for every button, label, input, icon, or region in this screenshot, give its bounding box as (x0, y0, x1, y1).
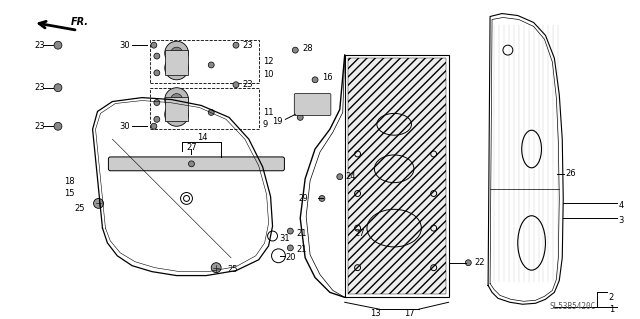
Circle shape (189, 161, 195, 167)
Circle shape (312, 77, 318, 83)
Text: 22: 22 (474, 258, 484, 267)
Circle shape (164, 41, 189, 65)
Circle shape (93, 198, 104, 208)
Circle shape (171, 62, 182, 74)
Text: 3: 3 (619, 216, 624, 225)
FancyBboxPatch shape (294, 94, 331, 115)
Bar (150, 88, 259, 129)
Circle shape (319, 196, 325, 201)
Circle shape (337, 174, 343, 180)
Text: 23: 23 (243, 80, 253, 89)
Text: 28: 28 (302, 44, 313, 53)
Circle shape (171, 108, 182, 120)
Circle shape (465, 260, 471, 266)
Text: 9: 9 (262, 120, 268, 129)
Text: 27: 27 (186, 143, 196, 152)
Text: 27: 27 (355, 228, 365, 238)
Text: SL53B5420C: SL53B5420C (549, 302, 595, 311)
Bar (345, 55, 449, 297)
Text: 21: 21 (296, 245, 307, 254)
Text: 2: 2 (609, 293, 614, 302)
Bar (150, 40, 259, 83)
Circle shape (164, 88, 189, 111)
Circle shape (164, 56, 189, 80)
Circle shape (233, 42, 239, 48)
Text: 25: 25 (74, 204, 84, 213)
Text: 19: 19 (272, 117, 282, 126)
Text: 23: 23 (35, 122, 45, 131)
Text: 23: 23 (35, 41, 45, 50)
Text: 17: 17 (404, 309, 414, 318)
Bar (164, 50, 189, 75)
Circle shape (54, 122, 62, 130)
Circle shape (151, 42, 157, 48)
Text: 14: 14 (197, 133, 208, 142)
Circle shape (208, 109, 214, 115)
Circle shape (154, 116, 160, 122)
Text: 23: 23 (35, 83, 45, 92)
Circle shape (154, 100, 160, 106)
Text: 23: 23 (243, 41, 253, 50)
Text: 12: 12 (262, 57, 273, 66)
Circle shape (312, 105, 318, 110)
Circle shape (154, 53, 160, 59)
Text: 30: 30 (120, 41, 130, 50)
Circle shape (154, 70, 160, 76)
Text: 11: 11 (262, 108, 273, 117)
Text: 24: 24 (346, 172, 356, 181)
Circle shape (287, 245, 293, 251)
Circle shape (233, 82, 239, 88)
Text: 20: 20 (285, 253, 296, 262)
Text: 10: 10 (262, 70, 273, 79)
Text: 15: 15 (64, 189, 75, 198)
Text: 31: 31 (280, 234, 290, 242)
Circle shape (164, 102, 189, 126)
Circle shape (54, 84, 62, 92)
Circle shape (54, 41, 62, 49)
Text: 18: 18 (64, 177, 75, 186)
Circle shape (208, 62, 214, 68)
Text: 13: 13 (370, 309, 381, 318)
FancyBboxPatch shape (108, 157, 284, 171)
Circle shape (287, 228, 293, 234)
Text: 21: 21 (296, 228, 307, 238)
Text: 29: 29 (298, 194, 308, 203)
Text: 4: 4 (619, 201, 624, 210)
Circle shape (292, 47, 298, 53)
Circle shape (297, 115, 303, 120)
Text: 25: 25 (227, 265, 237, 274)
Circle shape (151, 123, 157, 129)
Text: 16: 16 (322, 73, 333, 82)
Bar (164, 97, 189, 121)
Text: 1: 1 (609, 305, 614, 314)
Text: 26: 26 (565, 169, 576, 178)
Circle shape (171, 47, 182, 59)
Circle shape (171, 94, 182, 106)
Bar (348, 58, 445, 294)
Circle shape (211, 263, 221, 273)
Text: 30: 30 (120, 122, 130, 131)
Text: FR.: FR. (71, 18, 89, 27)
